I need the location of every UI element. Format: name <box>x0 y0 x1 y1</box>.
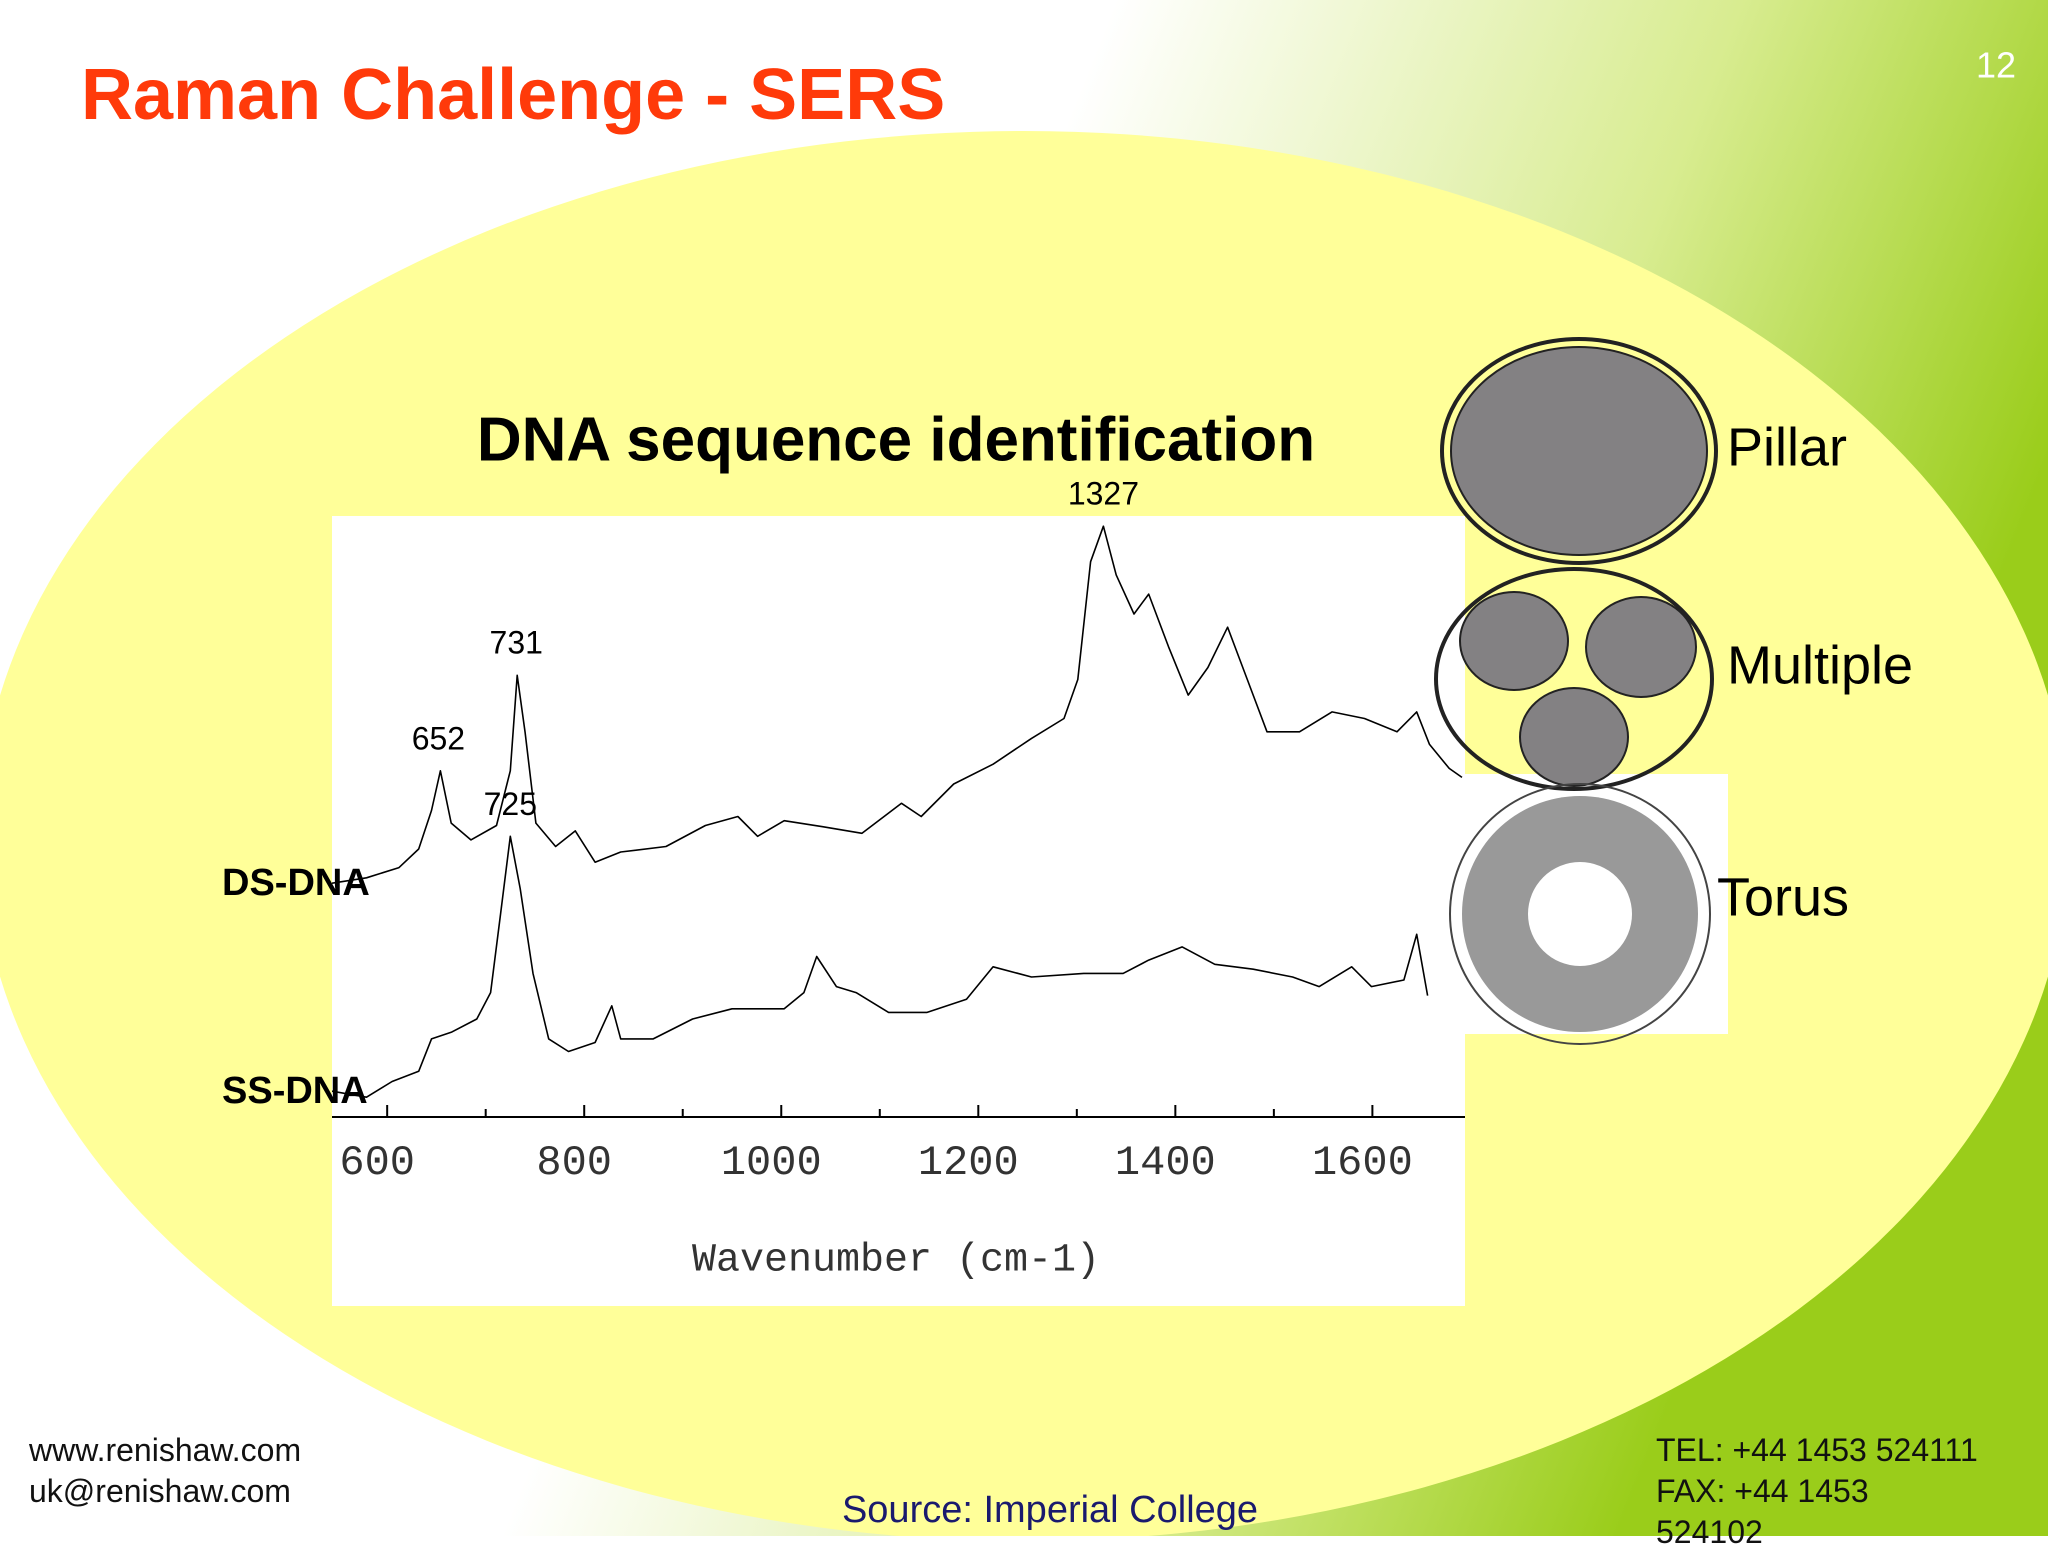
spectrum-line <box>332 835 1429 1098</box>
diagram-label: Torus <box>1717 867 1849 927</box>
multiple-particle <box>1585 596 1697 698</box>
footer-tel: TEL: +44 1453 524111 <box>1656 1432 1978 1468</box>
x-axis-title: Wavenumber (cm-1) <box>692 1239 1100 1284</box>
slide-title: Raman Challenge - SERS <box>81 55 945 135</box>
peak-label: 652 <box>412 720 465 756</box>
diagram-label: Pillar <box>1727 417 1847 477</box>
page-number: 12 <box>1976 45 2016 86</box>
peak-label: 725 <box>484 786 537 822</box>
diagram-label: Multiple <box>1727 635 1913 695</box>
x-tick-label: 800 <box>536 1139 612 1187</box>
spectrum-line <box>332 525 1463 884</box>
x-tick-label: 600 <box>339 1139 415 1187</box>
x-tick-label: 1600 <box>1312 1139 1413 1187</box>
x-tick-label: 1000 <box>721 1139 822 1187</box>
footer-email: uk@renishaw.com <box>29 1473 291 1509</box>
x-tick-label: 1200 <box>918 1139 1019 1187</box>
multiple-particle <box>1519 687 1629 787</box>
series-label: DS-DNA <box>222 862 370 904</box>
footer-source: Source: Imperial College <box>841 1489 1259 1531</box>
footer-phone: TEL: +44 1453 524111 FAX: +44 1453 52410… <box>1656 1430 2026 1553</box>
pillar-outline <box>1440 337 1718 565</box>
chart-title: DNA sequence identification <box>477 405 1315 474</box>
footer-web: www.renishaw.com <box>29 1432 302 1468</box>
multiple-particle <box>1459 591 1569 691</box>
torus-hole <box>1528 862 1632 966</box>
x-tick-label: 1400 <box>1115 1139 1216 1187</box>
pillar <box>1450 346 1708 556</box>
footer-contact: www.renishaw.com uk@renishaw.com <box>29 1430 301 1512</box>
torus-outline <box>1449 783 1711 1045</box>
peak-label: 1327 <box>1068 476 1139 512</box>
footer-fax: FAX: +44 1453 524102 <box>1656 1473 1869 1550</box>
series-label: SS-DNA <box>222 1070 368 1112</box>
chart-area <box>332 516 1465 1306</box>
plot <box>332 525 1463 1098</box>
multiple-outline <box>1434 567 1714 791</box>
peak-label: 731 <box>490 625 543 661</box>
